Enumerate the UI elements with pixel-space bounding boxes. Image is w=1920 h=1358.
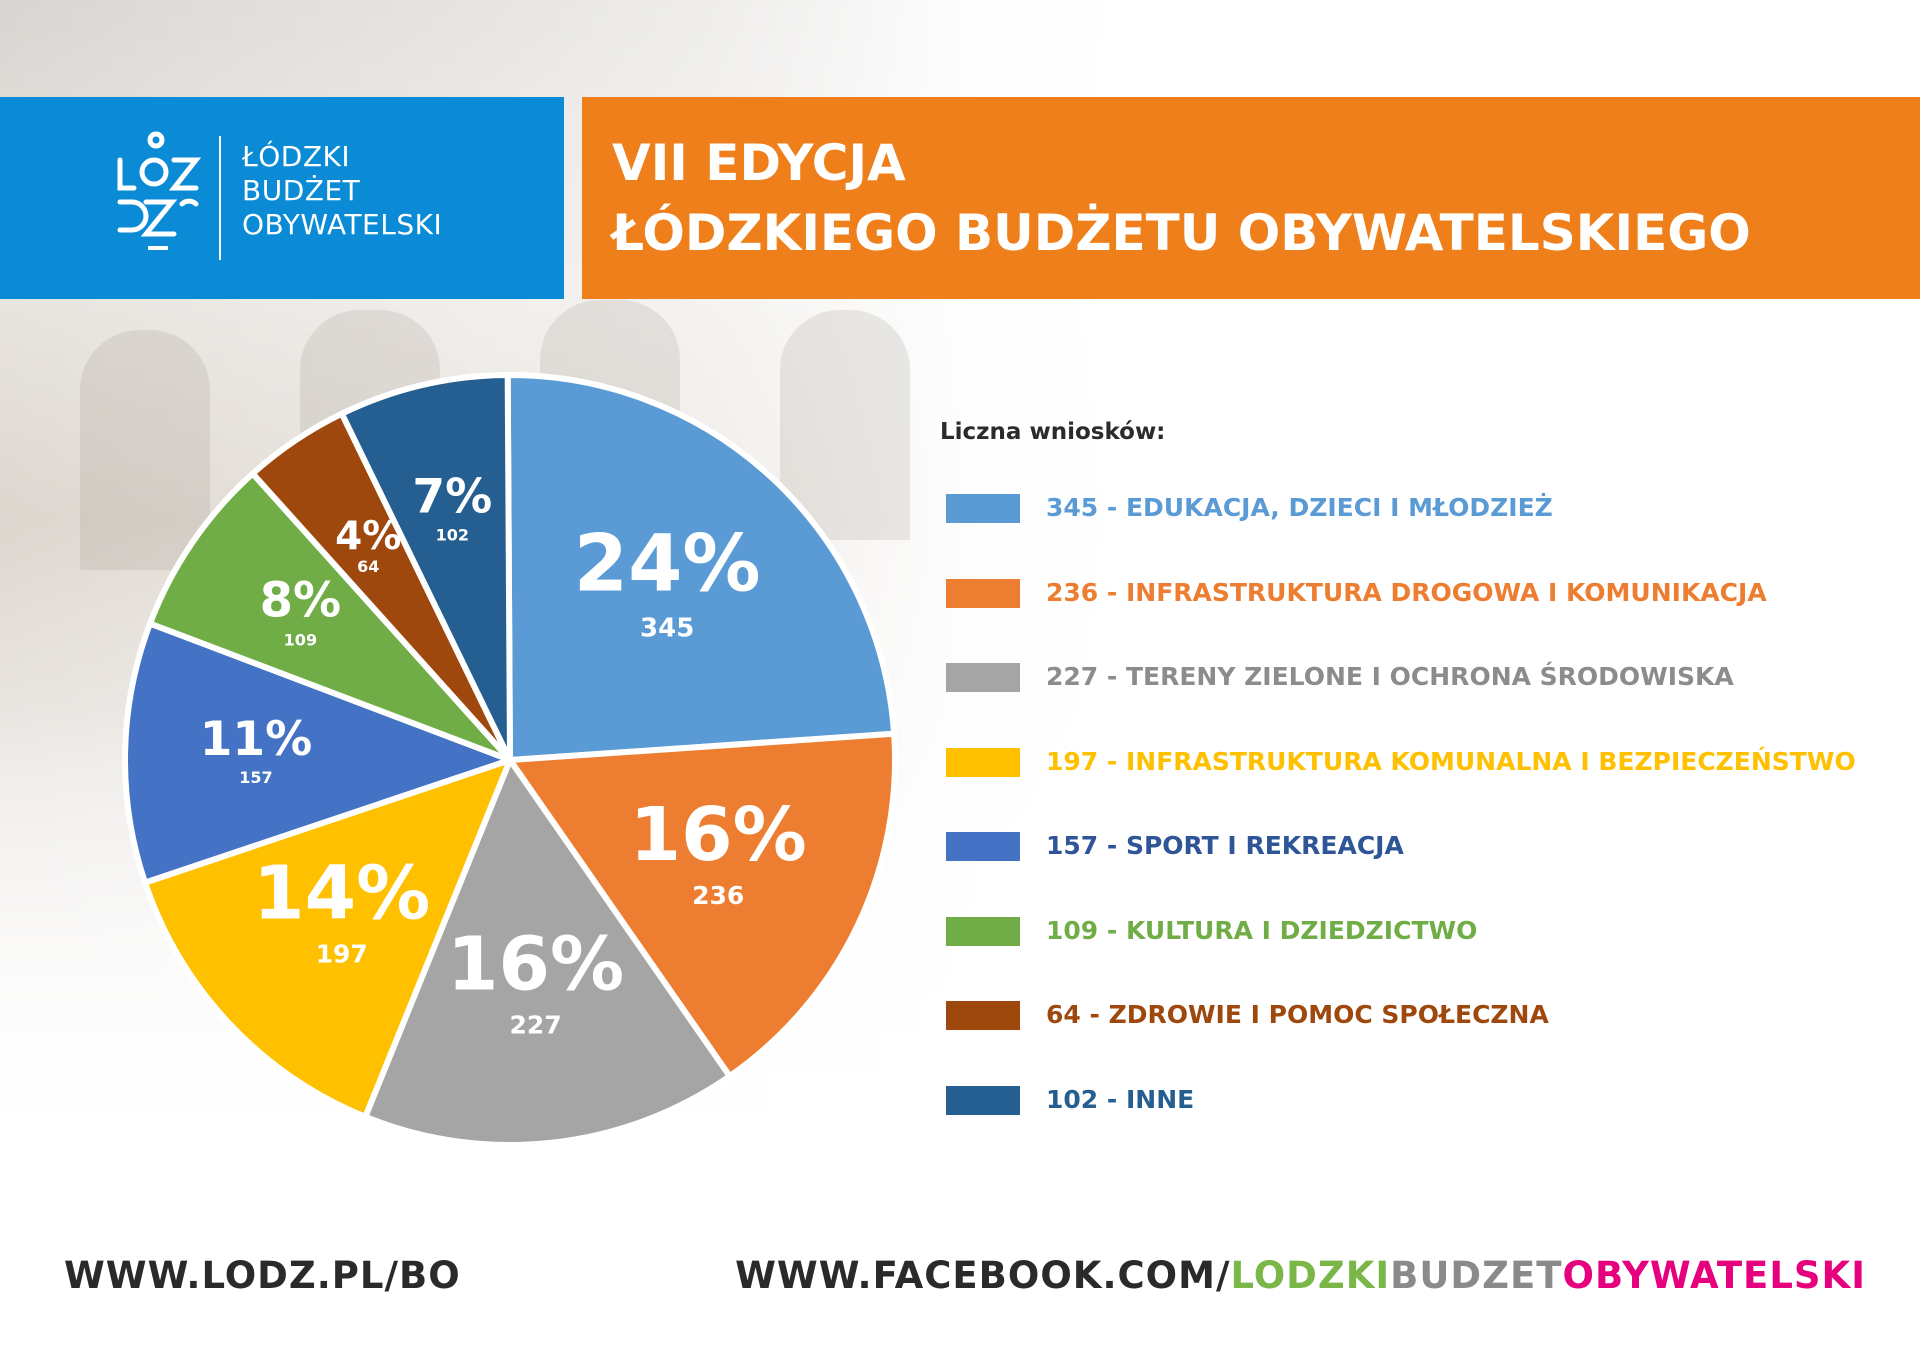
slice-percent-label: 4% [335, 514, 401, 559]
legend-label: 109 - KULTURA I DZIEDZICTWO [1046, 915, 1478, 945]
pie-slice [122, 620, 513, 886]
slice-value-label: 64 [357, 557, 379, 576]
facebook-link-part-1: LODZKI [1230, 1254, 1391, 1297]
title-line-1: VII EDYCJA [612, 134, 906, 192]
slice-value-label: 109 [284, 630, 317, 649]
legend-swatch [946, 1085, 1020, 1115]
facebook-link[interactable]: WWW.FACEBOOK.COM/LODZKIBUDZETOBYWATELSKI [735, 1254, 1866, 1297]
legend-label: 197 - INFRASTRUKTURA KOMUNALNA I BEZPIEC… [1046, 746, 1856, 776]
logo-line-3: OBYWATELSKI [242, 208, 443, 241]
legend-label: 102 - INNE [1046, 1084, 1195, 1114]
logo-wordmark: ŁÓDZKI BUDŻET OBYWATELSKI [242, 140, 442, 242]
slice-value-label: 197 [316, 939, 368, 968]
legend-swatch [946, 1001, 1020, 1030]
logo-line-2: BUDŻET [242, 174, 361, 207]
slice-value-label: 345 [640, 614, 694, 644]
legend-label: 236 - INFRASTRUKTURA DROGOWA I KOMUNIKAC… [1046, 577, 1767, 607]
logo-banner [0, 97, 564, 299]
legend-title: Liczna wniosków: [940, 419, 1166, 445]
legend-label: 227 - TERENY ZIELONE I OCHRONA ŚRODOWISK… [1046, 662, 1734, 691]
facebook-link-part-3: OBYWATELSKI [1562, 1254, 1866, 1297]
pie-slice [338, 372, 513, 763]
legend-swatch [946, 663, 1020, 692]
legend-label: 157 - SPORT I REKREACJA [1046, 831, 1404, 860]
page-title: VII EDYCJA ŁÓDZKIEGO BUDŻETU OBYWATELSKI… [612, 128, 1751, 268]
pie-chart-svg: 24% 345 16% 236 16% 227 14% 197 11%157 8% 109 4%64 7… [122, 372, 898, 1148]
slice-percent-label: 14% [253, 850, 430, 936]
facebook-link-part-2: BUDZET [1390, 1254, 1563, 1297]
slice-percent-label: 16% [447, 922, 624, 1008]
pie-slice [142, 757, 513, 1120]
legend-swatch [946, 494, 1020, 523]
logo-line-1: ŁÓDZKI [242, 140, 351, 173]
legend-swatch [946, 578, 1020, 608]
legend-swatch [946, 832, 1020, 861]
slice-value-label: 236 [692, 881, 744, 910]
title-banner [582, 97, 1920, 299]
background-arch [80, 330, 210, 570]
title-line-2: ŁÓDZKIEGO BUDŻETU OBYWATELSKIEGO [612, 204, 1751, 262]
slice-value-label: 102 [436, 526, 469, 545]
legend-label: 64 - ZDROWIE I POMOC SPOŁECZNA [1046, 1000, 1549, 1029]
background-arch [780, 310, 910, 540]
pie-slice [507, 730, 898, 1080]
logo-divider [219, 136, 221, 260]
pie-slice [362, 757, 733, 1148]
legend-label: 345 - EDUKACJA, DZIECI I MŁODZIEŻ [1046, 493, 1553, 522]
slice-percent-label: 16% [630, 792, 807, 878]
legend-swatch [946, 747, 1020, 777]
legend-swatch [946, 916, 1020, 946]
slice-value-label: 157 [239, 768, 272, 787]
slice-percent-label: 7% [412, 470, 492, 525]
slice-value-label: 227 [509, 1011, 561, 1040]
slice-percent-label: 24% [574, 520, 761, 610]
slice-percent-label: 11% [200, 712, 312, 767]
pie-chart: 24% 345 16% 236 16% 227 14% 197 11% 157 8% 109 4% 64 7… [120, 370, 900, 1150]
pie-slice [147, 470, 513, 763]
website-link[interactable]: WWW.LODZ.PL/BO [64, 1254, 461, 1297]
lodz-logo-icon [117, 131, 202, 250]
slice-percent-label: 8% [260, 572, 342, 628]
pie-slice [504, 372, 898, 763]
facebook-link-prefix: WWW.FACEBOOK.COM/ [735, 1254, 1231, 1297]
